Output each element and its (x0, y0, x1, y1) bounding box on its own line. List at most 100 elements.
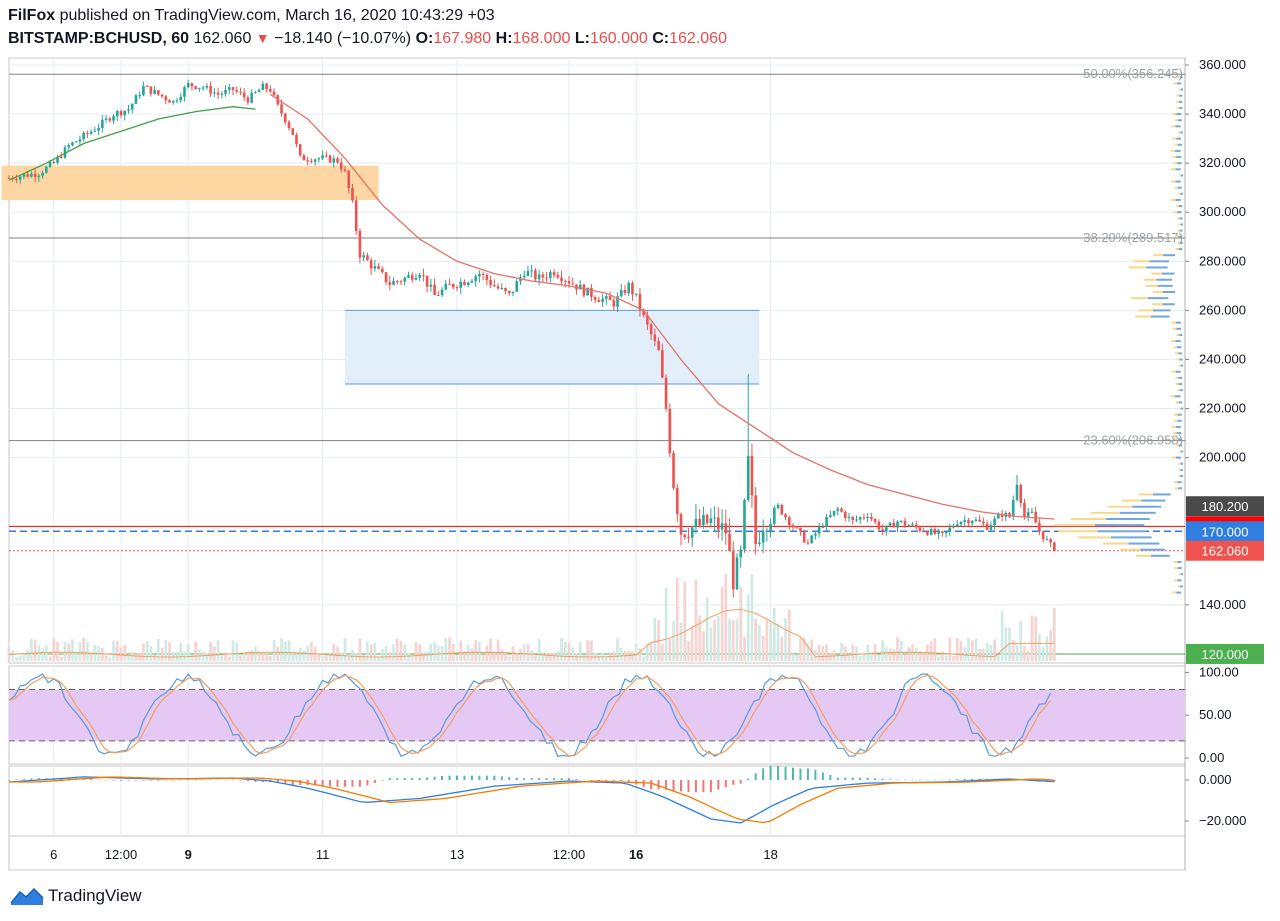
tradingview-brand[interactable]: TradingView (48, 886, 142, 905)
symbol-name[interactable]: BITSTAMP:BCHUSD, 60 (8, 30, 190, 47)
candle-body (160, 94, 164, 97)
candle-body (194, 86, 197, 89)
volume-bar (451, 644, 455, 661)
candle-body (847, 516, 851, 518)
candle-body (269, 89, 272, 92)
profile-bar-up (1153, 493, 1171, 496)
profile-bar-down (1177, 241, 1181, 244)
profile-bar-up (1180, 450, 1184, 453)
volume-bar (190, 654, 194, 661)
macd-histogram-bar (284, 780, 287, 784)
macd-histogram-bar (650, 780, 653, 790)
macd-histogram-bar (172, 780, 175, 781)
volume-bar (937, 656, 940, 661)
macd-histogram-bar (956, 779, 959, 780)
macd-histogram-bar (142, 780, 145, 781)
profile-bar-up (1176, 82, 1182, 85)
time-tick-label: 13 (450, 847, 464, 862)
candle-body (149, 86, 153, 94)
candle-body (1038, 522, 1041, 532)
candle-body (115, 111, 119, 117)
macd-histogram-bar (22, 778, 25, 780)
candle-body (321, 155, 324, 159)
candle-body (929, 529, 933, 535)
author-name[interactable]: FilFox (8, 7, 56, 24)
rsi-tick-label: 0.00 (1199, 750, 1224, 765)
price-badge-label: 170.000 (1202, 524, 1249, 539)
volume-bar (366, 641, 369, 661)
volume-bar (272, 639, 276, 661)
macd-histogram-bar (784, 766, 787, 780)
candle-body (952, 526, 955, 528)
candle-body (328, 155, 332, 163)
profile-bar-down (1171, 456, 1176, 459)
candle-body (963, 520, 967, 522)
candle-body (851, 516, 855, 521)
candle-body (198, 87, 201, 89)
volume-bar (941, 651, 944, 661)
profile-bar-down (1171, 198, 1176, 201)
rsi-band (9, 689, 1185, 741)
volume-bar (1030, 615, 1034, 661)
candle-body (541, 274, 545, 278)
candle-body (97, 128, 100, 131)
high-value: 168.000 (512, 30, 571, 47)
profile-bar-up (1178, 487, 1182, 490)
candle-body (997, 514, 1000, 519)
candle-body (78, 139, 82, 142)
candle-body (399, 281, 403, 283)
candle-body (773, 508, 776, 524)
profile-bar-up (1156, 278, 1173, 281)
candle-body (993, 518, 996, 526)
profile-bar-down (1153, 254, 1164, 257)
volume-bar (205, 653, 209, 661)
profile-bar-up (1180, 223, 1184, 226)
volume-bar (560, 637, 563, 661)
volume-bar (720, 587, 724, 661)
profile-bar-down (1177, 217, 1180, 220)
macd-histogram-bar (291, 780, 294, 785)
moving-average-red (269, 93, 1055, 520)
profile-bar-down (1172, 432, 1177, 435)
profile-bar-up (1178, 401, 1183, 404)
candle-body (1053, 542, 1056, 551)
macd-histogram-bar (582, 779, 585, 781)
volume-bar (246, 651, 250, 661)
candle-body (967, 520, 970, 524)
macd-histogram-bar (37, 778, 40, 780)
candle-body (381, 268, 384, 273)
macd-histogram-bar (724, 780, 727, 788)
candle-body (127, 109, 130, 111)
volume-bar (974, 638, 978, 661)
volume-bar (433, 642, 436, 661)
candle-body (810, 535, 813, 543)
volume-bar (866, 644, 869, 661)
volume-bar (108, 656, 112, 661)
profile-bar-up (1150, 315, 1170, 318)
candle-body (888, 522, 892, 526)
volume-bar (997, 654, 1000, 661)
profile-bar-down (1178, 462, 1181, 465)
volume-bar (414, 642, 418, 661)
volume-bar (724, 573, 728, 661)
volume-bar (142, 643, 145, 661)
candle-body (463, 281, 466, 285)
profile-bar-up (1177, 413, 1182, 416)
profile-bar-up (1175, 125, 1181, 128)
profile-bar-down (1172, 156, 1177, 159)
volume-bar (582, 654, 586, 661)
profile-bar-up (1149, 260, 1170, 263)
profile-bar-down (1171, 370, 1176, 373)
macd-histogram-bar (448, 775, 451, 780)
macd-histogram-bar (814, 769, 817, 780)
volume-bar (810, 639, 813, 661)
price-tick-label: 340.000 (1199, 106, 1246, 121)
candle-body (713, 517, 716, 519)
candle-body (190, 83, 194, 87)
volume-bar (881, 640, 884, 661)
volume-bar (325, 654, 328, 661)
candle-body (369, 260, 373, 269)
rsi-tick-label: 100.00 (1199, 664, 1239, 679)
profile-bar-down (1172, 327, 1177, 330)
